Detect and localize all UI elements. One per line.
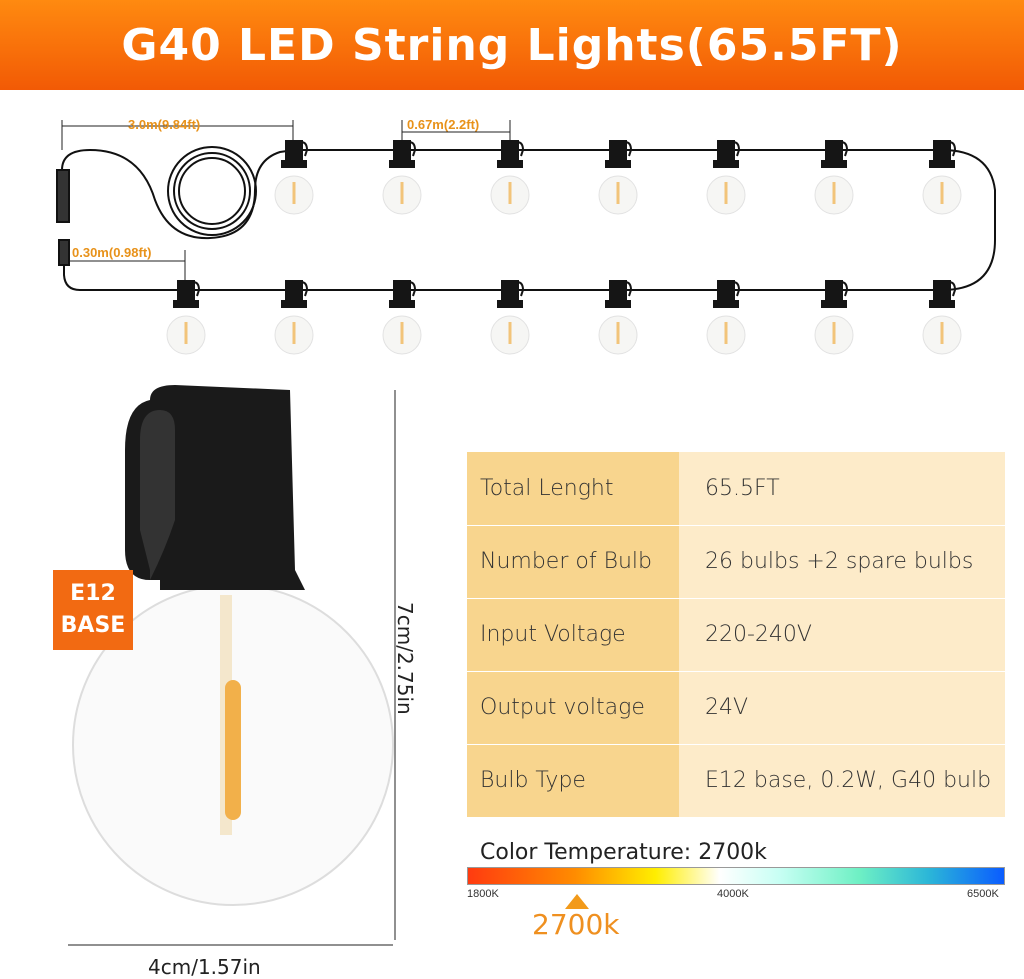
cable — [56, 146, 996, 291]
color-temperature-scale — [467, 867, 1005, 885]
badge-line-1: E12 — [70, 581, 116, 606]
bulb-icon — [922, 140, 962, 215]
tail-length-label: 0.30m(0.98ft) — [72, 245, 152, 260]
color-temperature-value: 2700k — [532, 908, 620, 941]
string-lights-diagram — [56, 120, 996, 355]
bulb-icon — [274, 280, 314, 355]
triangle-marker-icon — [565, 894, 590, 909]
tick-label: 6500K — [967, 888, 999, 900]
spec-label: Output voltage — [467, 671, 679, 745]
connector-icon — [56, 169, 70, 223]
spec-label: Number of Bulb — [467, 525, 679, 599]
connector-icon — [58, 239, 70, 266]
table-row: Number of Bulb 26 bulbs +2 spare bulbs — [467, 525, 1005, 599]
spec-value: 65.5FT — [679, 452, 1005, 526]
badge-line-2: BASE — [60, 613, 126, 638]
table-row: Bulb Type E12 base, 0.2W, G40 bulb — [467, 744, 1005, 818]
table-row: Output voltage 24V — [467, 671, 1005, 745]
table-row: Total Lenght 65.5FT — [467, 452, 1005, 526]
height-label: 7cm/2.75in — [393, 602, 417, 715]
spec-value: 24V — [679, 671, 1005, 745]
spec-label: Input Voltage — [467, 598, 679, 672]
bulb-closeup — [68, 385, 396, 946]
bulb-icon — [922, 280, 962, 355]
title-banner: G40 LED String Lights(65.5FT) — [0, 0, 1024, 90]
spec-label: Bulb Type — [467, 744, 679, 818]
bulb-icon — [490, 280, 530, 355]
bulb-icon — [814, 280, 854, 355]
spec-value: 220-240V — [679, 598, 1005, 672]
bulb-icon — [814, 140, 854, 215]
bulb-icon — [598, 280, 638, 355]
bulb-spacing-label: 0.67m(2.2ft) — [407, 117, 480, 132]
bulb-icon — [490, 140, 530, 215]
page-title: G40 LED String Lights(65.5FT) — [121, 19, 903, 71]
bulb-icon — [274, 140, 314, 215]
bulb-icon — [598, 140, 638, 215]
table-row: Input Voltage 220-240V — [467, 598, 1005, 672]
lead-length-label: 3.0m(9.84ft) — [128, 117, 201, 132]
bulb-icon — [706, 140, 746, 215]
color-temperature-label: Color Temperature: 2700k — [480, 840, 767, 865]
spec-label: Total Lenght — [467, 452, 679, 526]
e12-base-badge: E12 BASE — [53, 570, 133, 650]
spec-value: 26 bulbs +2 spare bulbs — [679, 525, 1005, 599]
bulb-icon — [382, 280, 422, 355]
spec-value: E12 base, 0.2W, G40 bulb — [679, 744, 1005, 818]
bulb-icon — [166, 280, 206, 355]
bulb-icon — [706, 280, 746, 355]
specs-table: Total Lenght 65.5FT Number of Bulb 26 bulb… — [467, 452, 1005, 818]
tick-label: 4000K — [717, 888, 749, 900]
tick-label: 1800K — [467, 888, 499, 900]
width-label: 4cm/1.57in — [148, 955, 261, 979]
filament — [225, 680, 241, 820]
bulb-icon — [382, 140, 422, 215]
